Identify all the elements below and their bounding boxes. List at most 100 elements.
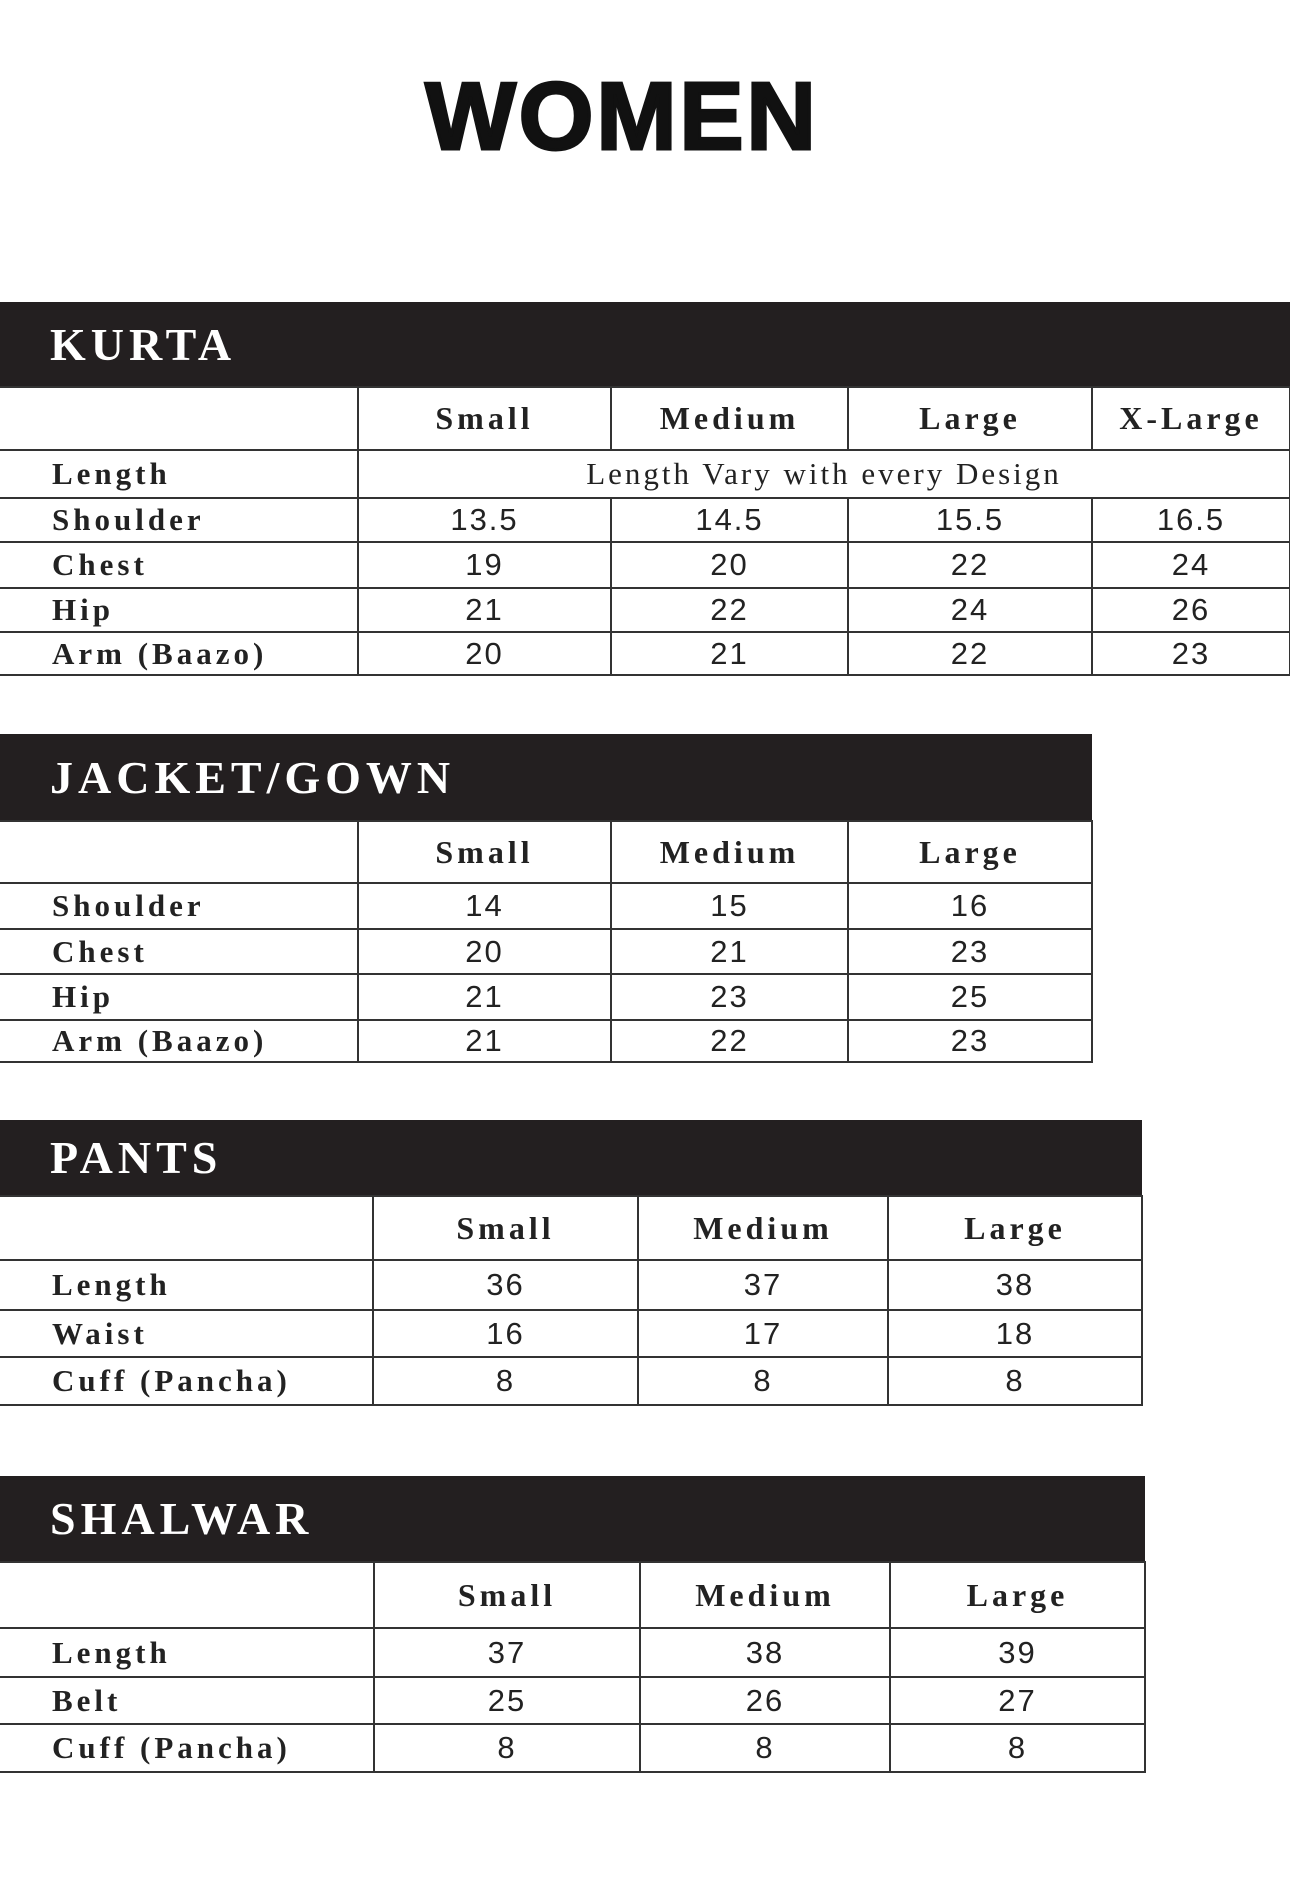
table-row: Shoulder 13.5 14.5 15.5 16.5 (0, 497, 1290, 543)
measurement-cell: 25 (847, 973, 1093, 1021)
header-row: Small Medium Large (0, 820, 1093, 884)
measurement-cell: 23 (1091, 631, 1290, 676)
measurement-cell: 22 (610, 587, 849, 633)
table-row: Cuff (Pancha) 8 8 8 (0, 1356, 1143, 1406)
row-label: Arm (Baazo) (0, 631, 359, 676)
table-row: Belt 25 26 27 (0, 1676, 1146, 1725)
measurement-cell: 36 (372, 1259, 639, 1311)
row-label: Belt (0, 1676, 375, 1725)
measurement-cell: 37 (373, 1627, 641, 1678)
section-title: SHALWAR (0, 1476, 1145, 1561)
table-row: Length 36 37 38 (0, 1259, 1143, 1311)
column-header: Small (357, 820, 612, 884)
column-header: Large (889, 1561, 1146, 1629)
column-header: X-Large (1091, 386, 1290, 451)
row-label: Length (0, 1259, 374, 1311)
table-row: Cuff (Pancha) 8 8 8 (0, 1723, 1146, 1773)
column-header (0, 820, 359, 884)
measurement-cell: 21 (610, 928, 849, 975)
measurement-cell: 23 (847, 1019, 1093, 1063)
measurement-cell: 16 (847, 882, 1093, 930)
column-header (0, 1561, 375, 1629)
size-table-jacket-gown: JACKET/GOWN Small Medium Large Shoulder 14 15 1… (0, 734, 1093, 1063)
measurement-cell: 15 (610, 882, 849, 930)
row-note: Length Vary with every Design (357, 449, 1290, 499)
column-header: Large (847, 386, 1093, 451)
measurement-cell: 8 (889, 1723, 1146, 1773)
column-header: Medium (610, 820, 849, 884)
table-row: Hip 21 22 24 26 (0, 587, 1290, 633)
section-title: JACKET/GOWN (0, 734, 1092, 820)
table-row: Arm (Baazo) 21 22 23 (0, 1019, 1093, 1063)
size-table: Small Medium Large X-Large Length Length Vary… (0, 386, 1290, 676)
measurement-cell: 19 (357, 541, 612, 589)
table-row: Hip 21 23 25 (0, 973, 1093, 1021)
header-row: Small Medium Large (0, 1561, 1146, 1629)
row-label: Chest (0, 928, 359, 975)
section-title: KURTA (0, 302, 1290, 386)
row-label: Length (0, 1627, 375, 1678)
column-header: Medium (637, 1195, 889, 1261)
column-header: Small (357, 386, 612, 451)
row-label: Shoulder (0, 882, 359, 930)
measurement-cell: 24 (847, 587, 1093, 633)
size-table: Small Medium Large Length 37 38 39 Belt 25 26 27 Cu… (0, 1561, 1146, 1773)
measurement-cell: 8 (372, 1356, 639, 1406)
measurement-cell: 21 (357, 973, 612, 1021)
measurement-cell: 25 (373, 1676, 641, 1725)
measurement-cell: 26 (639, 1676, 891, 1725)
measurement-cell: 20 (357, 928, 612, 975)
measurement-cell: 38 (639, 1627, 891, 1678)
measurement-cell: 26 (1091, 587, 1290, 633)
row-label: Cuff (Pancha) (0, 1356, 374, 1406)
table-row: Chest 19 20 22 24 (0, 541, 1290, 589)
measurement-cell: 21 (610, 631, 849, 676)
table-row: Waist 16 17 18 (0, 1309, 1143, 1358)
column-header: Large (847, 820, 1093, 884)
row-label: Hip (0, 973, 359, 1021)
row-label: Shoulder (0, 497, 359, 543)
measurement-cell: 22 (847, 541, 1093, 589)
measurement-cell: 14 (357, 882, 612, 930)
column-header: Large (887, 1195, 1143, 1261)
table-row: Arm (Baazo) 20 21 22 23 (0, 631, 1290, 676)
measurement-cell: 16.5 (1091, 497, 1290, 543)
measurement-cell: 8 (637, 1356, 889, 1406)
column-header: Medium (639, 1561, 891, 1629)
measurement-cell: 24 (1091, 541, 1290, 589)
page-title: WOMEN (424, 62, 819, 172)
measurement-cell: 13.5 (357, 497, 612, 543)
row-label: Hip (0, 587, 359, 633)
size-table: Small Medium Large Shoulder 14 15 16 Chest 20 21 2… (0, 820, 1093, 1063)
row-label: Waist (0, 1309, 374, 1358)
column-header: Medium (610, 386, 849, 451)
table-row: Chest 20 21 23 (0, 928, 1093, 975)
size-table-shalwar: SHALWAR Small Medium Large Length 37 38 39 Belt 2… (0, 1476, 1146, 1773)
size-table-pants: PANTS Small Medium Large Length 36 37 38 Waist 16… (0, 1120, 1143, 1406)
measurement-cell: 8 (639, 1723, 891, 1773)
measurement-cell: 18 (887, 1309, 1143, 1358)
measurement-cell: 17 (637, 1309, 889, 1358)
row-label: Arm (Baazo) (0, 1019, 359, 1063)
size-table-kurta: KURTA Small Medium Large X-Large Length Length… (0, 302, 1290, 676)
header-row: Small Medium Large X-Large (0, 386, 1290, 451)
measurement-cell: 16 (372, 1309, 639, 1358)
measurement-cell: 23 (610, 973, 849, 1021)
table-row: Length Length Vary with every Design (0, 449, 1290, 499)
measurement-cell: 15.5 (847, 497, 1093, 543)
measurement-cell: 14.5 (610, 497, 849, 543)
measurement-cell: 23 (847, 928, 1093, 975)
column-header (0, 1195, 374, 1261)
table-row: Shoulder 14 15 16 (0, 882, 1093, 930)
size-table: Small Medium Large Length 36 37 38 Waist 16 17 18 C… (0, 1195, 1143, 1406)
measurement-cell: 20 (610, 541, 849, 589)
row-label: Length (0, 449, 359, 499)
measurement-cell: 38 (887, 1259, 1143, 1311)
row-label: Cuff (Pancha) (0, 1723, 375, 1773)
measurement-cell: 39 (889, 1627, 1146, 1678)
measurement-cell: 8 (887, 1356, 1143, 1406)
measurement-cell: 27 (889, 1676, 1146, 1725)
measurement-cell: 21 (357, 1019, 612, 1063)
header-row: Small Medium Large (0, 1195, 1143, 1261)
section-title: PANTS (0, 1120, 1142, 1195)
